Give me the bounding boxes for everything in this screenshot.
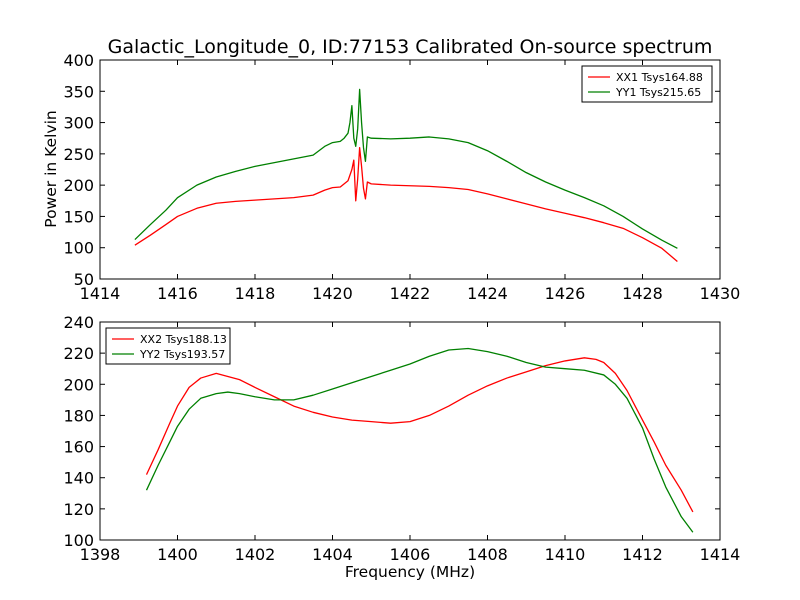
top-x-tick-label: 1422 (390, 284, 431, 303)
bottom-legend-label-1: XX2 Tsys188.13 (140, 333, 227, 346)
top-x-tick-label: 1424 (467, 284, 508, 303)
top-series-line-2 (134, 88, 678, 249)
top-y-tick-label: 350 (63, 82, 94, 101)
top-y-axis-label: Power in Kelvin (42, 110, 60, 227)
bottom-y-tick-label: 140 (63, 469, 94, 488)
bottom-legend-box (105, 327, 231, 365)
bottom-x-tick-label: 1408 (467, 545, 508, 564)
top-x-tick-label: 1418 (235, 284, 276, 303)
top-y-tick-label: 250 (63, 145, 94, 164)
top-y-tick-label: 400 (63, 51, 94, 70)
top-y-tick-label: 150 (63, 207, 94, 226)
bottom-y-tick-label: 220 (63, 344, 94, 363)
bottom-series-line-1 (145, 357, 694, 513)
top-legend-box (581, 65, 713, 103)
bottom-y-tick-label: 180 (63, 406, 94, 425)
top-y-tick-label: 50 (74, 270, 94, 289)
top-legend: XX1 Tsys164.88 YY1 Tsys215.65 (581, 65, 713, 103)
bottom-y-tick-label: 200 (63, 375, 94, 394)
figure-title: Galactic_Longitude_0, ID:77153 Calibrate… (108, 36, 713, 58)
top-x-tick-label: 1414 (80, 284, 121, 303)
bottom-y-tick-label: 160 (63, 438, 94, 457)
bottom-x-tick-label: 1402 (235, 545, 276, 564)
top-x-tick-label: 1426 (545, 284, 586, 303)
bottom-plot: 1398 1400 1402 1404 1406 1408 1410 1412 1414 100 1… (63, 313, 740, 564)
top-plot: 1414 1416 1418 1420 1422 1424 1426 1428 1430 50 10… (63, 51, 740, 303)
bottom-legend-label-2: YY2 Tsys193.57 (139, 348, 225, 361)
top-series-line-1 (134, 146, 678, 262)
bottom-y-tick-label: 120 (63, 500, 94, 519)
bottom-series-line-2 (145, 347, 694, 533)
bottom-x-tick-label: 1398 (80, 545, 121, 564)
top-x-tick-label: 1416 (157, 284, 198, 303)
bottom-x-axis-label: Frequency (MHz) (345, 563, 475, 581)
top-x-tick-label: 1430 (700, 284, 741, 303)
bottom-x-tick-label: 1404 (312, 545, 353, 564)
bottom-x-tick-label: 1412 (622, 545, 663, 564)
top-y-tick-label: 100 (63, 239, 94, 258)
top-legend-label-1: XX1 Tsys164.88 (616, 71, 703, 84)
top-legend-label-2: YY1 Tsys215.65 (615, 86, 701, 99)
bottom-y-tick-label: 100 (63, 531, 94, 550)
top-y-tick-label: 200 (63, 176, 94, 195)
bottom-x-tick-label: 1414 (700, 545, 741, 564)
top-x-tick-label: 1428 (622, 284, 663, 303)
top-y-tick-label: 300 (63, 114, 94, 133)
bottom-x-tick-label: 1410 (545, 545, 586, 564)
bottom-y-tick-label: 240 (63, 313, 94, 332)
top-x-tick-label: 1420 (312, 284, 353, 303)
bottom-x-tick-label: 1406 (390, 545, 431, 564)
bottom-x-tick-label: 1400 (157, 545, 198, 564)
bottom-legend: XX2 Tsys188.13 YY2 Tsys193.57 (105, 327, 231, 365)
